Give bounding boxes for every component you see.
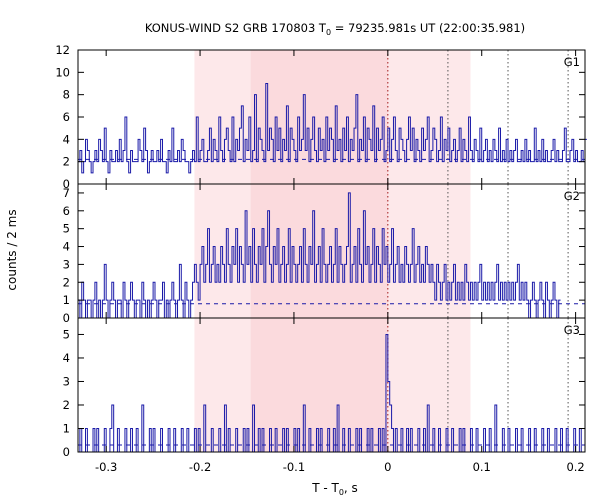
- series-line-g2: [78, 192, 561, 319]
- x-axis-label: T - T0, s: [311, 481, 358, 497]
- y-tick-label-g2: 4: [63, 240, 70, 254]
- chart-title-subscript: 0: [326, 28, 331, 37]
- y-tick-label-g3: 2: [63, 398, 70, 412]
- y-tick-label-g2: 0: [63, 311, 70, 325]
- y-tick-label-g1: 0: [63, 177, 70, 191]
- y-tick-label-g2: 7: [63, 186, 70, 200]
- y-tick-label-g1: 2: [63, 155, 70, 169]
- y-tick-label-g2: 3: [63, 257, 70, 271]
- chart-title-suffix: = 79235.981s UT (22:00:35.981): [331, 21, 525, 35]
- chart-title: KONUS-WIND S2 GRB 170803 T0 = 79235.981s…: [145, 21, 525, 37]
- x-tick-label: 0.2: [566, 460, 584, 474]
- y-tick-label-g2: 5: [63, 222, 70, 236]
- x-tick-label: -0.3: [95, 460, 117, 474]
- shaded-region-g1-1: [250, 50, 388, 184]
- panel-frame-g3: [77, 317, 586, 453]
- series-line-g1: [78, 83, 587, 174]
- y-tick-label-g1: 6: [63, 110, 70, 124]
- y-tick-label-g1: 4: [63, 132, 70, 146]
- y-axis-label: counts / 2 ms: [5, 209, 19, 290]
- y-tick-label-g1: 8: [63, 88, 70, 102]
- panel-label-g3: G3: [564, 323, 580, 337]
- shaded-region-g3-1: [250, 318, 388, 452]
- y-tick-label-g1: 10: [55, 65, 70, 79]
- y-tick-label-g3: 4: [63, 351, 70, 365]
- panel-g3: 0 1 2 3 4 5 G3: [63, 317, 586, 459]
- x-tick-label: -0.1: [283, 460, 305, 474]
- y-tick-label-g1: 12: [55, 43, 70, 57]
- panel-label-g1: G1: [564, 55, 580, 69]
- x-axis-label-suffix: , s: [344, 481, 358, 495]
- x-tick-label: 0: [384, 460, 391, 474]
- x-tick-label: 0.1: [473, 460, 491, 474]
- chart-title-text: KONUS-WIND S2 GRB 170803 T: [145, 21, 327, 35]
- y-tick-label-g2: 6: [63, 204, 70, 218]
- y-tick-label-g3: 3: [63, 374, 70, 388]
- y-tick-label-g2: 2: [63, 275, 70, 289]
- y-tick-label-g2: 1: [63, 293, 70, 307]
- y-tick-label-g3: 5: [63, 327, 70, 341]
- x-tick-label: -0.2: [189, 460, 211, 474]
- y-tick-label-g3: 1: [63, 421, 70, 435]
- x-axis-label-text: T - T: [311, 481, 339, 495]
- y-tick-label-g3: 0: [63, 445, 70, 459]
- panel-label-g2: G2: [564, 189, 580, 203]
- panel-g2: 0 1 2 3 4 5 6 7 G2: [63, 183, 586, 325]
- panel-g1: 0 2 4 6 8 10 12 G1: [55, 43, 587, 191]
- x-axis-label-subscript: 0: [339, 488, 344, 497]
